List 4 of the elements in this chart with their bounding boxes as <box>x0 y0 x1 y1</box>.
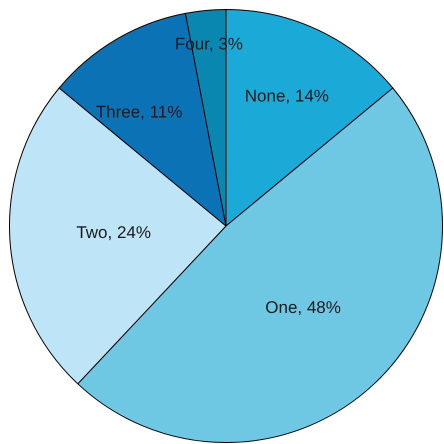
slice-label: None, 14% <box>244 86 329 106</box>
slice-label: Three, 11% <box>96 102 182 122</box>
slice-label: One, 48% <box>265 298 341 317</box>
slice-label: Two, 24% <box>76 222 151 242</box>
